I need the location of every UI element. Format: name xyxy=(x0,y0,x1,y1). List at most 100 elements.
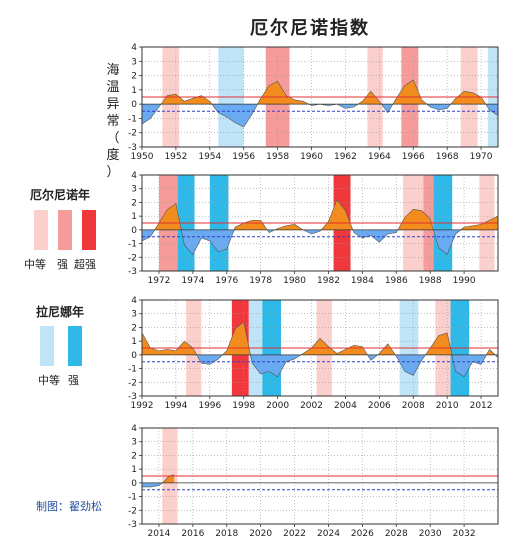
y-tick-label: 1 xyxy=(131,212,137,222)
x-tick-label: 1982 xyxy=(317,276,340,286)
x-tick-label: 1974 xyxy=(181,276,204,286)
y-tick-label: -3 xyxy=(128,267,137,277)
x-tick-label: 2016 xyxy=(181,529,204,539)
y-tick-label: -1 xyxy=(128,365,137,375)
negative-anomaly-area xyxy=(142,229,461,255)
page-title: 厄尔尼诺指数 xyxy=(250,18,370,39)
x-tick-label: 1966 xyxy=(402,152,425,162)
y-tick-label: -2 xyxy=(128,378,137,388)
y-tick-label: -2 xyxy=(128,253,137,263)
legend-swatch-elnino-strong xyxy=(58,210,72,250)
x-tick-label: 1950 xyxy=(131,152,154,162)
x-tick-label: 2020 xyxy=(249,529,272,539)
y-tick-label: 2 xyxy=(131,451,137,461)
legend-elnino-label-super: 超强 xyxy=(74,258,96,271)
y-tick-label: -3 xyxy=(128,392,137,402)
x-tick-label: 1958 xyxy=(266,152,289,162)
legend-elnino-label-moderate: 中等 xyxy=(24,258,46,271)
y-tick-label: -1 xyxy=(128,114,137,124)
x-tick-label: 1952 xyxy=(164,152,187,162)
y-axis-label: 海温异常（度） xyxy=(106,63,120,180)
y-tick-label: -1 xyxy=(128,240,137,250)
x-tick-label: 1990 xyxy=(453,276,476,286)
x-tick-label: 1976 xyxy=(215,276,238,286)
y-tick-label: 4 xyxy=(131,171,137,181)
y-tick-label: 1 xyxy=(131,86,137,96)
positive-anomaly-area xyxy=(142,474,175,483)
x-tick-label: 1972 xyxy=(147,276,170,286)
x-tick-label: 2030 xyxy=(419,529,442,539)
x-tick-label: 1962 xyxy=(334,152,357,162)
x-tick-label: 1988 xyxy=(419,276,442,286)
panel-frame xyxy=(141,427,499,525)
panel-1: -3 -2 -1 0 1 2 3 4 1950 1952 1954 1956 1958 1960 1962 1… xyxy=(128,43,499,162)
y-tick-label: 0 xyxy=(131,351,137,361)
x-tick-label: 1960 xyxy=(300,152,323,162)
legend-elnino-title: 厄尔尼诺年 xyxy=(30,188,91,202)
y-tick-label: 4 xyxy=(131,296,137,306)
x-tick-label: 2006 xyxy=(368,401,391,411)
y-tick-label: 2 xyxy=(131,72,137,82)
y-tick-label: 4 xyxy=(131,424,137,434)
y-tick-label: 3 xyxy=(131,57,137,67)
y-tick-label: 2 xyxy=(131,323,137,333)
y-tick-label: -3 xyxy=(128,520,137,530)
legend-lanina-label-strong: 强 xyxy=(68,374,79,387)
y-tick-label: -2 xyxy=(128,506,137,516)
y-tick-label: 0 xyxy=(131,479,137,489)
x-tick-label: 2002 xyxy=(300,401,323,411)
legend-elnino-label-strong: 强 xyxy=(57,258,68,271)
panel-2: -3 -2 -1 0 1 2 3 4 1972 1974 1976 1978 1980 1982 1984 1… xyxy=(128,171,499,286)
x-tick-label: 1978 xyxy=(249,276,272,286)
y-tick-label: 1 xyxy=(131,337,137,347)
x-tick-label: 1954 xyxy=(198,152,221,162)
x-tick-label: 1980 xyxy=(283,276,306,286)
anomaly-line xyxy=(141,199,499,256)
x-tick-label: 2010 xyxy=(436,401,459,411)
y-tick-label: -2 xyxy=(128,129,137,139)
legend-swatch-elnino-super xyxy=(82,210,96,250)
x-tick-label: 2032 xyxy=(453,529,476,539)
y-tick-label: 0 xyxy=(131,226,137,236)
panel-frame xyxy=(141,299,499,397)
x-tick-label: 2024 xyxy=(317,529,340,539)
x-tick-label: 2000 xyxy=(266,401,289,411)
negative-anomaly-area xyxy=(142,482,163,487)
panel-frame xyxy=(141,46,499,148)
y-tick-label: 0 xyxy=(131,100,137,110)
y-tick-label: 4 xyxy=(131,43,137,53)
x-tick-label: 1984 xyxy=(351,276,374,286)
x-tick-label: 1994 xyxy=(164,401,187,411)
x-tick-label: 1964 xyxy=(368,152,391,162)
y-tick-label: -3 xyxy=(128,143,137,153)
x-tick-label: 2018 xyxy=(215,529,238,539)
x-tick-label: 2004 xyxy=(334,401,357,411)
legend-swatch-elnino-moderate xyxy=(34,210,48,250)
legend-lanina-title: 拉尼娜年 xyxy=(36,305,85,319)
negative-anomaly-area xyxy=(142,104,498,127)
x-tick-label: 2028 xyxy=(385,529,408,539)
x-tick-label: 2026 xyxy=(351,529,374,539)
credit-text: 制图：翟劲松 xyxy=(36,500,102,513)
x-tick-label: 1968 xyxy=(436,152,459,162)
legend-swatch-lanina-strong xyxy=(68,326,82,366)
x-tick-label: 2008 xyxy=(402,401,425,411)
y-tick-label: 3 xyxy=(131,185,137,195)
x-tick-label: 2022 xyxy=(283,529,306,539)
x-tick-label: 1998 xyxy=(232,401,255,411)
y-tick-label: 1 xyxy=(131,465,137,475)
x-tick-label: 1970 xyxy=(470,152,493,162)
x-tick-label: 2014 xyxy=(147,529,170,539)
panel-frame xyxy=(141,174,499,272)
x-tick-label: 2012 xyxy=(470,401,493,411)
positive-anomaly-area xyxy=(142,199,498,230)
x-tick-label: 1956 xyxy=(232,152,255,162)
y-tick-label: -1 xyxy=(128,493,137,503)
anomaly-line xyxy=(141,321,499,378)
panel-4: -3 -2 -1 0 1 2 3 4 2014 2016 2018 2020 2022 2024 2026 2… xyxy=(128,424,499,539)
y-tick-label: 3 xyxy=(131,310,137,320)
negative-anomaly-area xyxy=(196,354,498,377)
x-tick-label: 1992 xyxy=(131,401,154,411)
legend-lanina-label-moderate: 中等 xyxy=(38,374,60,387)
